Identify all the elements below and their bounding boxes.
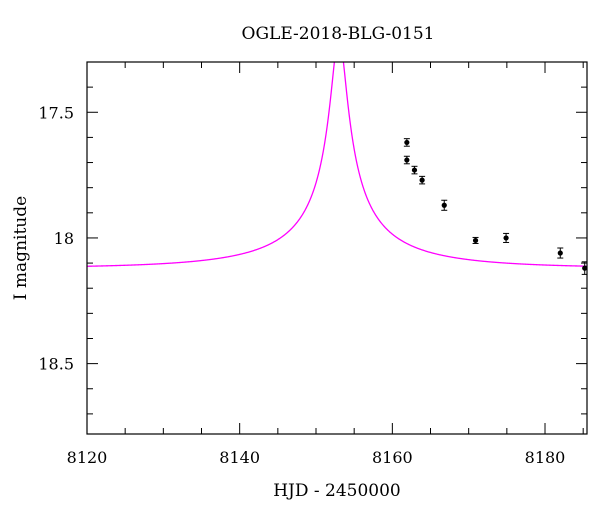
y-axis-label: I magnitude: [11, 196, 31, 300]
x-tick-labels: 8120 8140 8160 8180: [67, 448, 566, 467]
y-tick-labels: 17.5 18 18.5: [38, 103, 74, 373]
data-point-4: [419, 175, 426, 185]
data-point-5: [441, 199, 448, 211]
x-tick-label: 8140: [219, 448, 260, 467]
data-point-7: [503, 232, 510, 243]
data-point-6: [472, 236, 479, 244]
y-tick-label: 18.5: [38, 355, 74, 374]
y-tick-label: 18: [54, 229, 74, 248]
x-axis-label: HJD - 2450000: [273, 481, 401, 501]
x-tick-label: 8120: [67, 448, 108, 467]
chart-title: OGLE-2018-BLG-0151: [242, 24, 435, 44]
data-point-2: [403, 155, 410, 165]
data-point-1: [403, 138, 410, 147]
data-point-3: [411, 165, 418, 175]
plot-frame: [86, 61, 588, 435]
y-tick-label: 17.5: [38, 103, 74, 122]
data-point-9: [581, 261, 587, 275]
data-point-8: [557, 247, 564, 259]
model-curve: [87, 62, 587, 267]
x-tick-label: 8160: [372, 448, 413, 467]
axis-ticks: [86, 62, 587, 434]
x-tick-label: 8180: [525, 448, 566, 467]
